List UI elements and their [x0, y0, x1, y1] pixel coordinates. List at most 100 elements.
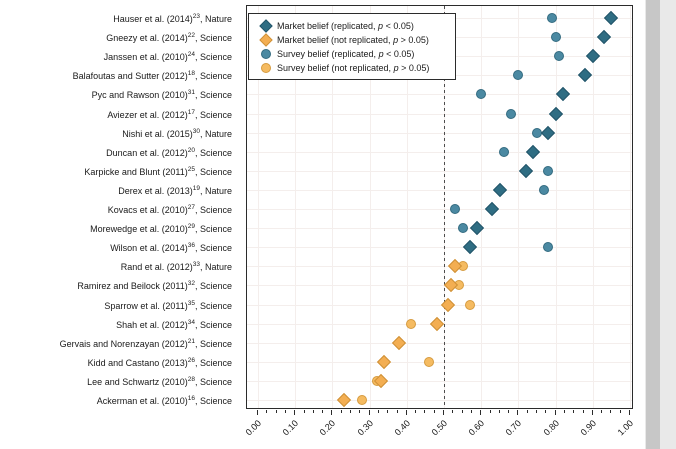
scrollbar-thumb[interactable] [646, 0, 660, 449]
x-minor-tick [433, 410, 435, 413]
market-belief-point [470, 221, 485, 236]
market-belief-point [555, 87, 571, 102]
study-label: Sparrow et al. (2011)35, Science [104, 299, 232, 311]
x-major-tick [591, 410, 593, 415]
x-minor-tick [526, 410, 528, 413]
survey-belief-point [465, 299, 476, 310]
legend-item: Market belief (replicated, p < 0.05) [255, 19, 449, 33]
study-label: Rand et al. (2012)33, Nature [120, 261, 232, 273]
survey-belief-point [543, 242, 554, 253]
study-label: Karpicke and Blunt (2011)25, Science [84, 165, 232, 177]
legend-item: Market belief (not replicated, p > 0.05) [255, 33, 449, 47]
circle-icon [261, 63, 271, 73]
x-tick-label: 0.60 [466, 418, 487, 438]
x-minor-tick [424, 410, 426, 413]
market-belief-point [541, 125, 556, 140]
x-tick-label: 1.00 [615, 418, 636, 438]
legend-marker-cell [255, 33, 277, 47]
x-major-tick [554, 410, 556, 415]
reference-number: 34 [187, 318, 195, 326]
study-label: Wilson et al. (2014)36, Science [110, 242, 232, 254]
reference-number: 32 [187, 280, 195, 288]
x-tick-label: 0.80 [541, 418, 561, 438]
legend-item: Survey belief (replicated, p < 0.05) [255, 47, 449, 61]
study-label: Nishi et al. (2015)30, Nature [122, 127, 232, 139]
reference-number: 21 [187, 337, 195, 345]
survey-belief-point [550, 32, 561, 43]
x-minor-tick [619, 410, 621, 413]
diamond-icon [259, 19, 273, 33]
x-minor-tick [322, 410, 324, 413]
reference-number: 17 [187, 108, 195, 116]
market-belief-point [462, 240, 478, 255]
market-belief-point [604, 10, 619, 26]
y-axis-study-labels: Hauser et al. (2014)23, Nature Gneezy et … [0, 0, 236, 449]
legend-label: Market belief (replicated, p < 0.05) [277, 21, 414, 31]
vertical-gridline [555, 6, 557, 408]
vertical-gridline [406, 6, 408, 408]
horizontal-gridline [247, 400, 632, 401]
vertical-gridline [369, 6, 371, 408]
vertical-gridline [332, 6, 334, 408]
horizontal-gridline [247, 247, 632, 249]
x-minor-tick [359, 410, 361, 413]
survey-belief-point [513, 70, 524, 81]
x-minor-tick [545, 410, 547, 413]
horizontal-gridline [247, 94, 632, 96]
x-tick-label: 0.40 [392, 418, 412, 438]
market-belief-point [518, 163, 533, 178]
x-minor-tick [582, 410, 584, 413]
survey-belief-point [546, 13, 557, 23]
x-minor-tick [508, 410, 510, 413]
survey-belief-point [357, 395, 368, 405]
reference-number: 36 [187, 242, 195, 250]
horizontal-gridline [247, 285, 632, 287]
vertical-gridline [295, 6, 297, 408]
market-belief-point [596, 30, 612, 45]
reference-number: 23 [192, 13, 200, 20]
vertical-gridline [630, 6, 631, 408]
circle-icon [261, 49, 271, 59]
market-belief-point [578, 68, 593, 83]
x-minor-tick [573, 410, 575, 413]
x-minor-tick [377, 410, 379, 413]
survey-belief-point [543, 165, 554, 176]
legend-label: Market belief (not replicated, p > 0.05) [277, 35, 429, 45]
market-belief-point [485, 201, 500, 217]
x-major-tick [480, 410, 482, 415]
diamond-icon [259, 33, 273, 47]
survey-belief-point [505, 108, 516, 119]
reference-number: 26 [187, 356, 195, 364]
study-label: Aviezer et al. (2012)17, Science [107, 108, 232, 120]
study-label: Duncan et al. (2012)20, Science [106, 146, 232, 158]
vertical-gridline [481, 6, 483, 408]
vertical-gridline [518, 6, 520, 408]
x-tick-label: 0.20 [317, 418, 338, 438]
x-minor-tick [461, 410, 463, 413]
reference-number: 16 [187, 395, 195, 402]
study-label: Balafoutas and Sutter (2012)18, Science [72, 70, 232, 82]
study-label: Ramirez and Beilock (2011)32, Science [77, 280, 232, 292]
study-label: Kidd and Castano (2013)26, Science [87, 356, 232, 368]
reference-number: 25 [187, 165, 195, 173]
horizontal-gridline [247, 342, 632, 344]
x-major-tick [517, 410, 519, 415]
horizontal-gridline [247, 151, 632, 153]
x-minor-tick [284, 410, 286, 413]
reference-number: 24 [187, 51, 195, 59]
legend-item: Survey belief (not replicated, p > 0.05) [255, 61, 449, 75]
reference-number: 33 [192, 261, 200, 269]
reference-number: 35 [187, 299, 195, 307]
study-label: Lee and Schwartz (2010)28, Science [87, 375, 232, 387]
reference-number: 29 [187, 223, 195, 231]
x-minor-tick [266, 410, 268, 413]
legend-marker-cell [255, 19, 277, 33]
study-label: Gneezy et al. (2014)22, Science [106, 32, 232, 44]
reference-line-0.50 [444, 6, 445, 408]
x-minor-tick [601, 410, 603, 413]
x-tick-label: 0.10 [280, 418, 301, 438]
vertical-gridline [258, 6, 259, 408]
x-minor-tick [303, 410, 305, 413]
study-label: Shah et al. (2012)34, Science [116, 318, 232, 330]
market-belief-point [336, 392, 351, 408]
